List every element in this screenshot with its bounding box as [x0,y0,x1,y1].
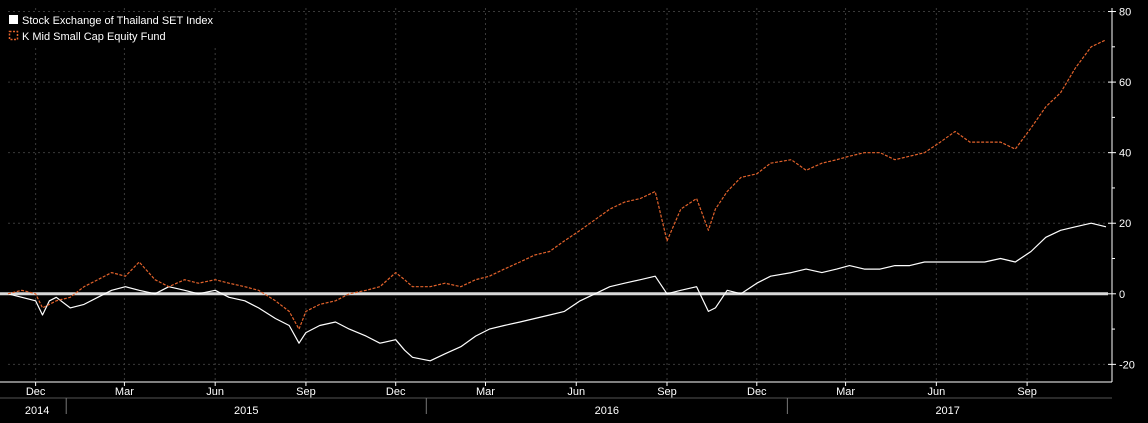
x-year-label: 2017 [935,405,959,417]
x-year-label: 2014 [25,405,49,417]
x-month-label: Jun [567,386,585,398]
legend-swatch-set-index [9,15,18,24]
axes: -20 0 20 40 60 80 Dec Mar Jun Sep Dec Mar Jun Sep Dec M… [0,7,1135,417]
x-month-label: Mar [836,386,855,398]
x-month-label: Dec [747,386,767,398]
x-month-label: Jun [206,386,224,398]
grid [8,8,1108,382]
y-tick-label: 0 [1119,289,1125,301]
y-tick-label: 80 [1119,7,1131,19]
legend-label-set-index: Stock Exchange of Thailand SET Index [22,15,213,27]
x-month-label: Mar [115,386,134,398]
y-tick-label: 60 [1119,77,1131,89]
x-year-label: 2015 [234,405,258,417]
y-tick-label: 20 [1119,218,1131,230]
legend-swatch-fund [8,30,19,41]
y-tick-label: 40 [1119,148,1131,160]
fund-line [7,39,1107,330]
x-month-label: Jun [927,386,945,398]
y-tick-label: -20 [1119,359,1135,371]
legend-label-fund: K Mid Small Cap Equity Fund [22,31,166,43]
x-year-label: 2016 [595,405,619,417]
x-month-label: Dec [26,386,46,398]
x-month-label: Dec [386,386,406,398]
series-lines [7,39,1107,362]
legend: Stock Exchange of Thailand SET Index K Mi… [6,12,238,46]
x-month-label: Sep [1017,386,1037,398]
x-month-label: Sep [657,386,677,398]
x-month-label: Sep [296,386,316,398]
x-month-label: Mar [476,386,495,398]
legend-box [6,12,238,46]
